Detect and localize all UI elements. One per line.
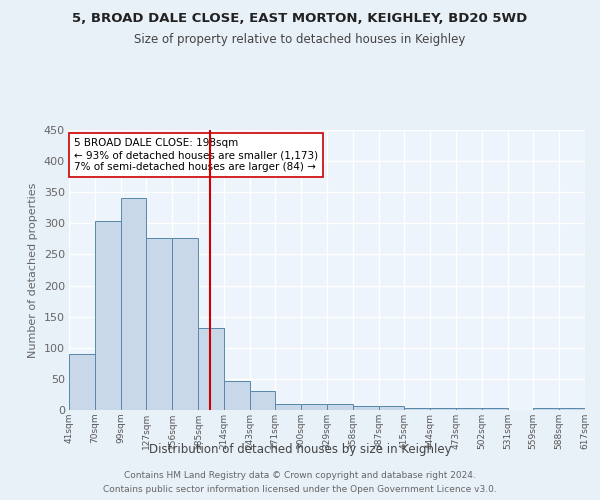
Text: 5, BROAD DALE CLOSE, EAST MORTON, KEIGHLEY, BD20 5WD: 5, BROAD DALE CLOSE, EAST MORTON, KEIGHL…	[73, 12, 527, 26]
Bar	[430, 408, 456, 410]
Text: Size of property relative to detached houses in Keighley: Size of property relative to detached ho…	[134, 32, 466, 46]
Bar	[456, 408, 482, 410]
Bar	[533, 408, 559, 410]
Bar	[482, 408, 508, 410]
Bar	[121, 198, 146, 410]
Bar	[69, 354, 95, 410]
Bar	[146, 238, 172, 410]
Bar	[353, 406, 379, 410]
Bar	[172, 238, 198, 410]
Y-axis label: Number of detached properties: Number of detached properties	[28, 182, 38, 358]
Text: Contains public sector information licensed under the Open Government Licence v3: Contains public sector information licen…	[103, 485, 497, 494]
Bar	[379, 406, 404, 410]
Bar	[250, 390, 275, 410]
Bar	[95, 222, 121, 410]
Bar	[559, 408, 585, 410]
Bar	[404, 408, 430, 410]
Bar	[224, 381, 250, 410]
Bar	[198, 328, 224, 410]
Text: Contains HM Land Registry data © Crown copyright and database right 2024.: Contains HM Land Registry data © Crown c…	[124, 471, 476, 480]
Bar	[327, 404, 353, 410]
Bar	[275, 404, 301, 410]
Text: 5 BROAD DALE CLOSE: 198sqm
← 93% of detached houses are smaller (1,173)
7% of se: 5 BROAD DALE CLOSE: 198sqm ← 93% of deta…	[74, 138, 318, 172]
Bar	[301, 404, 327, 410]
Text: Distribution of detached houses by size in Keighley: Distribution of detached houses by size …	[149, 442, 451, 456]
